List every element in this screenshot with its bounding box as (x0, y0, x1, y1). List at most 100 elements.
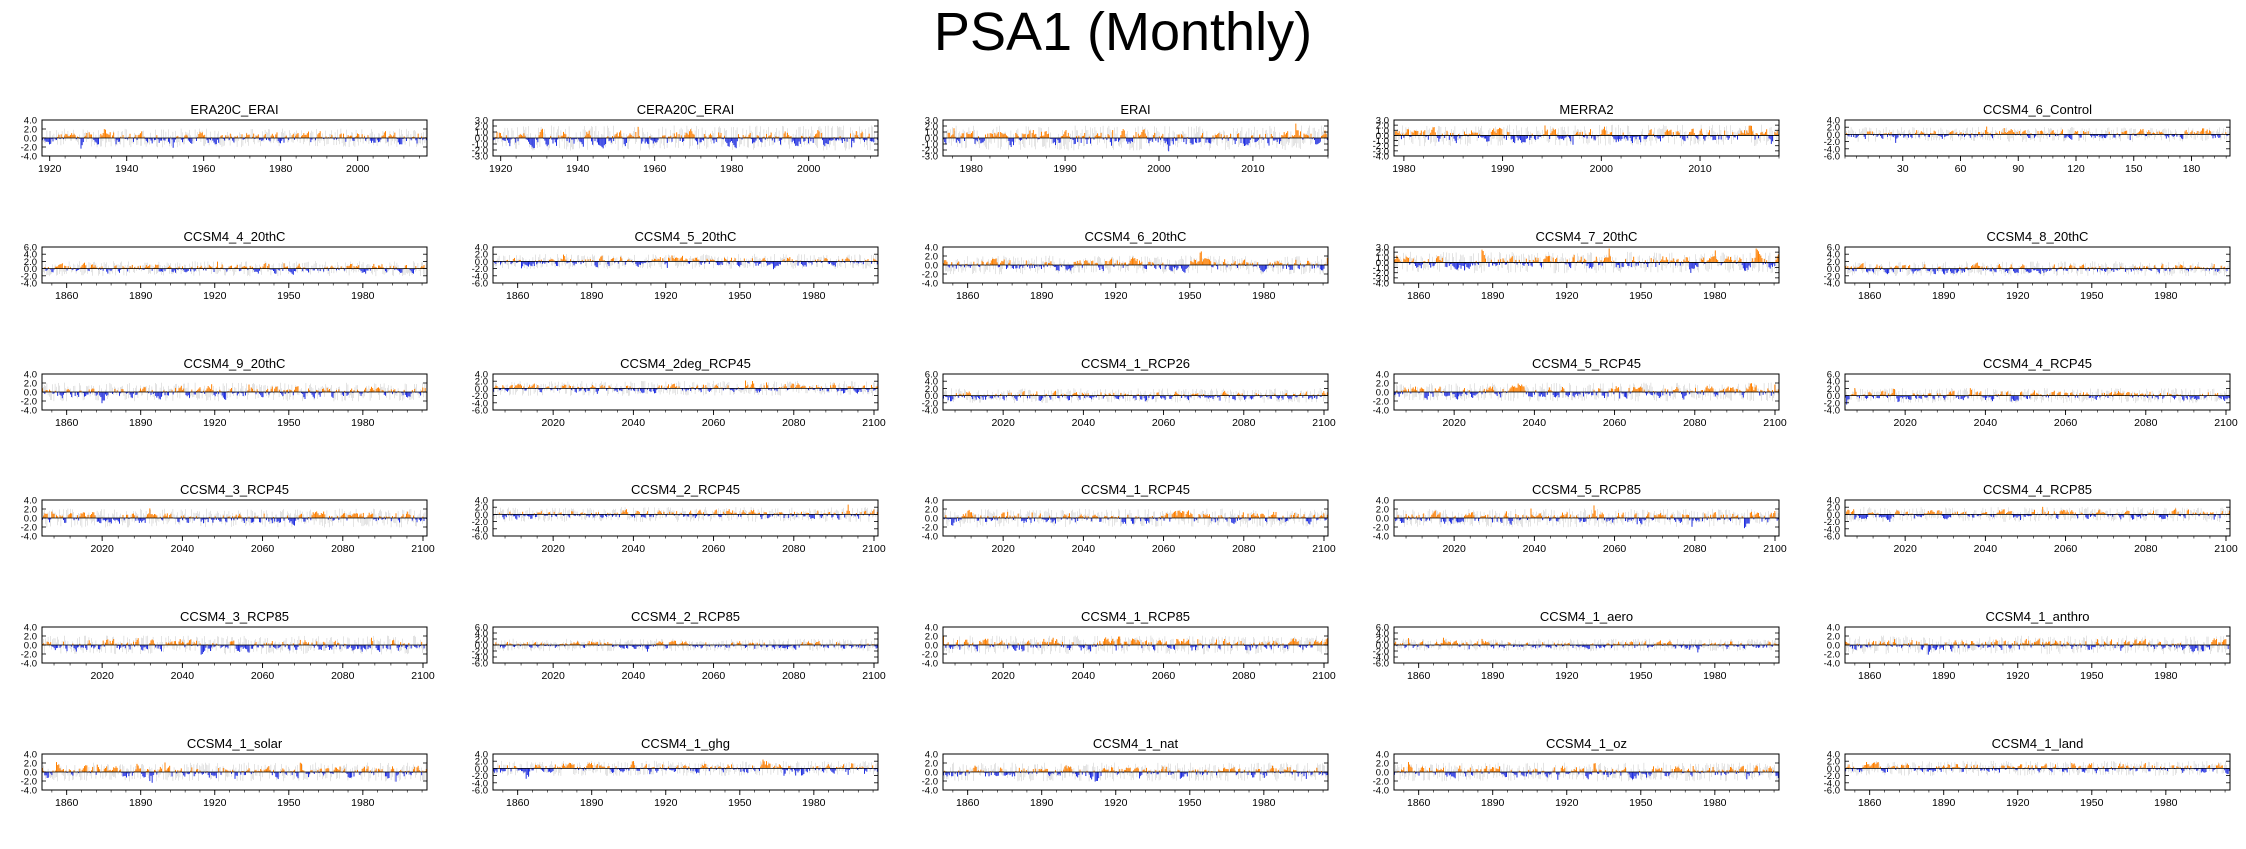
negative-bar (323, 268, 325, 272)
envelope-bar (2217, 129, 2218, 135)
positive-bar (1270, 134, 1272, 138)
envelope-bar (1707, 135, 1709, 139)
negative-bar (127, 268, 129, 272)
envelope-bar (252, 268, 253, 273)
positive-bar (106, 133, 108, 138)
negative-bar (980, 138, 982, 144)
negative-bar (728, 261, 730, 265)
positive-bar (361, 134, 363, 138)
envelope-bar (1419, 135, 1421, 147)
positive-bar (1029, 130, 1031, 138)
envelope-bar (1654, 127, 1655, 136)
negative-bar (2080, 134, 2082, 138)
negative-bar (1864, 134, 1866, 139)
x-axis: 1980 1990 2000 2010 (1392, 156, 1780, 175)
envelope-bar (2195, 134, 2196, 140)
positive-bar (2037, 131, 2039, 135)
negative-bar (582, 138, 584, 147)
envelope-bar (810, 133, 811, 138)
negative-bar (1918, 134, 1920, 138)
negative-bar (530, 138, 532, 146)
envelope-bar (1875, 134, 1876, 142)
negative-bar (1513, 135, 1514, 143)
envelope-bar (572, 138, 573, 150)
envelope-bar (606, 138, 607, 144)
envelope-bar (1527, 126, 1528, 136)
positive-bar (1761, 131, 1763, 136)
positive-bar (1497, 129, 1499, 136)
envelope-bar (1903, 131, 1904, 135)
envelope-bar (148, 138, 149, 143)
envelope-bar (1102, 125, 1104, 138)
positive-bar (297, 265, 299, 269)
envelope-bar (605, 261, 606, 265)
envelope-bar (320, 268, 322, 272)
positive-bar (1140, 134, 1142, 138)
envelope-bar (1850, 127, 1852, 135)
positive-bar (1760, 132, 1762, 136)
envelope-bar (1769, 127, 1771, 136)
envelope-bar (1195, 133, 1196, 138)
envelope-bar (713, 261, 714, 269)
positive-bar (2210, 131, 2212, 135)
positive-bar (105, 129, 106, 138)
positive-bar (1553, 130, 1555, 136)
envelope-bar (2058, 134, 2059, 140)
envelope-bar (1691, 135, 1692, 141)
envelope-bar (710, 138, 711, 142)
positive-bar (724, 257, 725, 262)
envelope-bar (1418, 135, 1419, 140)
y-axis: 3.02.01.00.0-1.0-2.0-3.0 (922, 116, 1328, 163)
envelope-bar (680, 261, 682, 267)
negative-bar (600, 138, 602, 146)
positive-bar (1446, 130, 1448, 136)
negative-bar (1630, 135, 1632, 142)
envelope-bar (106, 262, 107, 269)
positive-bar (1123, 130, 1125, 138)
positive-bar (686, 133, 688, 138)
envelope-bar (1926, 127, 1928, 135)
positive-bar (292, 133, 294, 138)
envelope-bar (1482, 131, 1484, 136)
positive-bar (198, 133, 200, 138)
envelope-bar (1763, 135, 1765, 141)
positive-bar (138, 134, 140, 138)
positive-bar (514, 257, 515, 262)
negative-bar (532, 138, 534, 149)
envelope-bar (229, 138, 231, 146)
positive-bar (1544, 125, 1546, 136)
negative-bar (117, 138, 119, 142)
envelope-bar (1925, 134, 1926, 141)
envelope-bar (1725, 135, 1726, 140)
negative-bar (526, 261, 528, 266)
negative-bar (1227, 138, 1229, 141)
envelope-bar (498, 255, 500, 262)
envelope-bar (1312, 127, 1314, 138)
positive-bar (2191, 130, 2193, 135)
envelope-bar (627, 138, 628, 149)
envelope-bar (1476, 135, 1478, 142)
negative-bar (624, 261, 626, 265)
negative-bar (365, 138, 367, 141)
envelope-bar (2020, 128, 2021, 135)
envelope-bar (2069, 129, 2070, 135)
positive-bar (1611, 132, 1612, 136)
envelope-bar (626, 134, 627, 138)
envelope-bar (1126, 133, 1127, 138)
negative-bar (642, 138, 644, 142)
positive-bar (91, 264, 92, 269)
negative-bar (291, 268, 293, 274)
envelope-bar (134, 268, 135, 273)
envelope-bar (1290, 131, 1292, 138)
envelope-bar (71, 138, 72, 141)
envelope-bar (819, 126, 821, 138)
envelope-bar (833, 138, 835, 146)
negative-series (1394, 135, 1775, 145)
positive-bar (74, 135, 76, 138)
positive-bar (587, 133, 589, 138)
envelope-bar (694, 261, 696, 268)
envelope-bar (348, 138, 350, 148)
negative-bar (1697, 135, 1699, 140)
envelope-bar (570, 138, 571, 151)
envelope-bar (663, 138, 664, 146)
